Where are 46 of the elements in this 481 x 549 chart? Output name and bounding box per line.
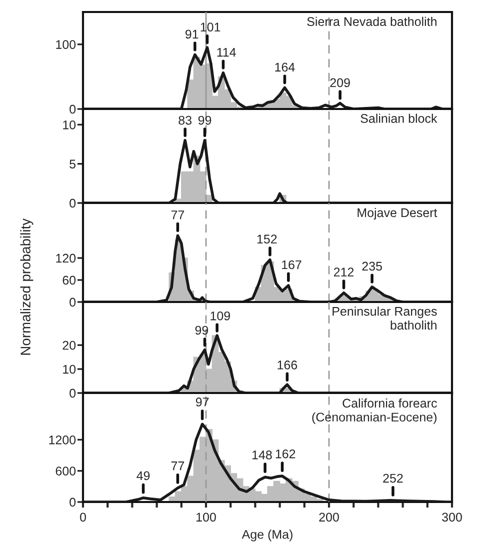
y-tick-label: 0	[70, 298, 76, 307]
annotation: 83	[178, 116, 192, 125]
chart-title: Mojave Desert	[358, 208, 438, 220]
annotation: 99	[195, 326, 208, 335]
annotation: 164	[275, 62, 295, 72]
y-tick-label: 0	[70, 388, 76, 398]
annotation: 209	[330, 78, 350, 88]
x-tick-label: 300	[442, 512, 462, 522]
annotation: 77	[171, 462, 184, 470]
annotation: 101	[200, 22, 220, 32]
y-tick-label: 5	[70, 160, 76, 168]
chart-title: Salinian block	[360, 114, 438, 123]
y-tick-label: 10	[63, 364, 76, 374]
annotation: 97	[196, 398, 209, 406]
annotation: 235	[362, 262, 382, 271]
annotation: 152	[257, 234, 277, 244]
y-tick-label: 10	[63, 120, 76, 130]
text: Peninsular Ranges batholith	[332, 306, 437, 330]
y-tick-label: 60	[62, 276, 76, 285]
annotation: 49	[136, 471, 150, 480]
chart-title: Sierra Nevada batholith	[307, 16, 436, 26]
y-tick-label: 0	[70, 104, 76, 114]
annotation: 77	[171, 210, 184, 220]
annotation: 109	[210, 311, 230, 320]
annotation: 162	[276, 449, 296, 458]
x-tick-label: 100	[196, 512, 216, 522]
x-tick-label: 0	[80, 512, 86, 522]
annotation: 114	[217, 48, 236, 57]
annotation: 166	[278, 360, 298, 370]
y-axis-title: Normalized probability	[20, 218, 34, 355]
annotation: 212	[334, 268, 354, 276]
y-tick-label: 120	[56, 254, 76, 263]
y-tick-label: 100	[56, 40, 76, 49]
x-tick-label: 200	[319, 512, 339, 522]
x-axis-title: Age (Ma)	[242, 530, 292, 542]
annotation: 99	[198, 116, 212, 125]
annotation: 148	[252, 450, 272, 460]
y-tick-label: 0	[70, 198, 76, 208]
y-tick-label: 0	[70, 498, 76, 507]
annotation: 167	[282, 260, 302, 270]
y-tick-label: 1200	[49, 436, 76, 444]
annotation: 91	[185, 30, 198, 39]
y-tick-label: 20	[62, 340, 76, 350]
annotation: 252	[383, 474, 403, 483]
text: California forearc (Cenomanian-Eocene)	[312, 398, 437, 424]
y-tick-label: 600	[56, 466, 76, 476]
